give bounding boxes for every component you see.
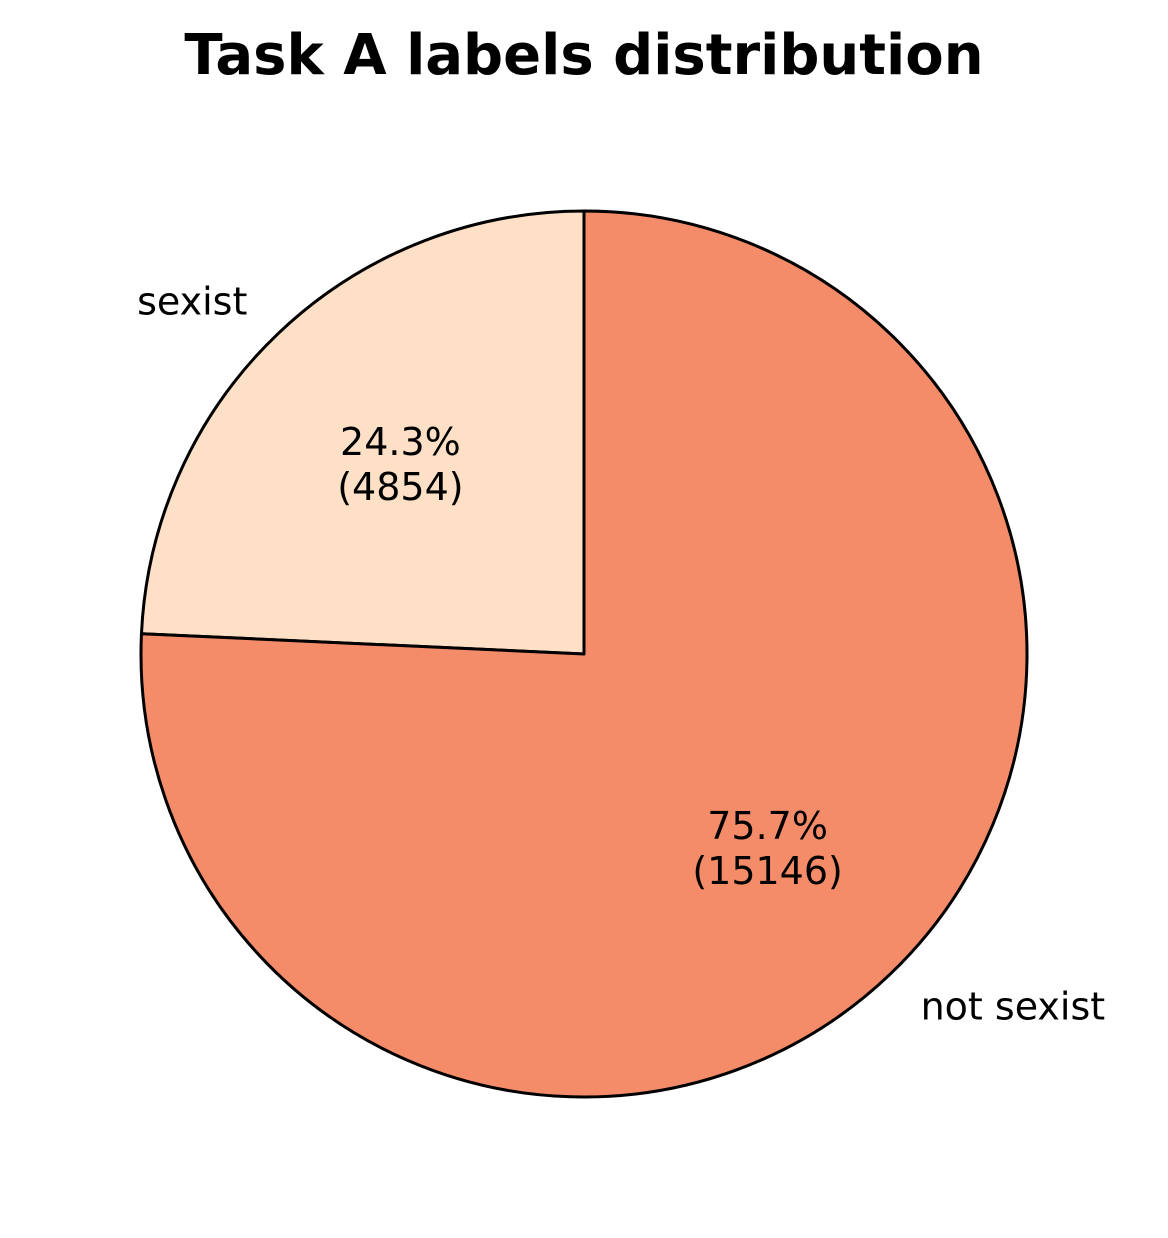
pie-wedges <box>139 209 1029 1099</box>
slice-percent-sexist: 24.3% <box>340 420 461 464</box>
pie-labels: sexist 24.3%(4854) not sexist 75.7%(15146) <box>137 280 1105 1029</box>
slice-label-not-sexist: not sexist <box>921 984 1106 1028</box>
slice-count-sexist: (4854) <box>337 465 463 509</box>
pie-slice-not-sexist <box>139 209 1029 1099</box>
slice-label-sexist: sexist <box>137 280 247 324</box>
pie-slice-sexist <box>139 209 586 656</box>
chart-title: Task A labels distribution <box>184 23 983 88</box>
slice-count-not-sexist: (15146) <box>692 849 843 893</box>
slice-percent-not-sexist: 75.7% <box>707 804 828 848</box>
